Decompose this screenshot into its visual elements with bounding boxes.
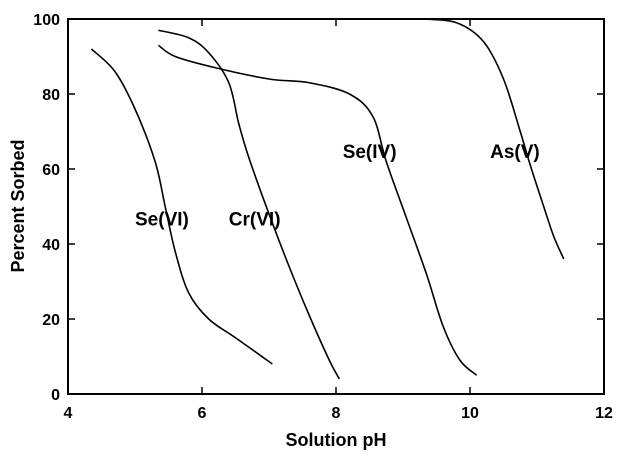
- y-tick-label: 60: [42, 162, 60, 179]
- x-axis-label: Solution pH: [286, 430, 387, 450]
- tick-labels: 4 6 8 10 12 0 20 40 60 80 100: [33, 12, 613, 422]
- x-tick-label: 6: [198, 405, 207, 422]
- y-tick-label: 40: [42, 237, 60, 254]
- y-tick-label: 100: [33, 12, 60, 29]
- x-tick-label: 8: [332, 405, 341, 422]
- series-line-as-v: [423, 18, 565, 260]
- series-label-cr-vi: Cr(VI): [229, 209, 281, 230]
- ticks: [67, 18, 605, 395]
- y-tick-label: 20: [42, 312, 60, 329]
- x-tick-label: 4: [64, 405, 73, 422]
- series-label-as-v: As(V): [490, 142, 540, 163]
- series-line-se-iv: [157, 44, 478, 376]
- series-label-se-vi: Se(VI): [135, 209, 189, 230]
- x-tick-label: 12: [595, 405, 613, 422]
- plot-frame: [67, 18, 605, 395]
- series-line-se-vi: [90, 48, 273, 365]
- y-axis-label: Percent Sorbed: [8, 139, 28, 272]
- series-label-se-iv: Se(IV): [343, 142, 397, 163]
- series-group: [90, 18, 565, 380]
- x-tick-label: 10: [461, 405, 479, 422]
- series-line-cr-vi: [158, 29, 341, 380]
- series-labels: Se(VI) Cr(VI) Se(IV) As(V): [135, 142, 540, 231]
- y-tick-label: 0: [51, 387, 60, 404]
- y-tick-label: 80: [42, 87, 60, 104]
